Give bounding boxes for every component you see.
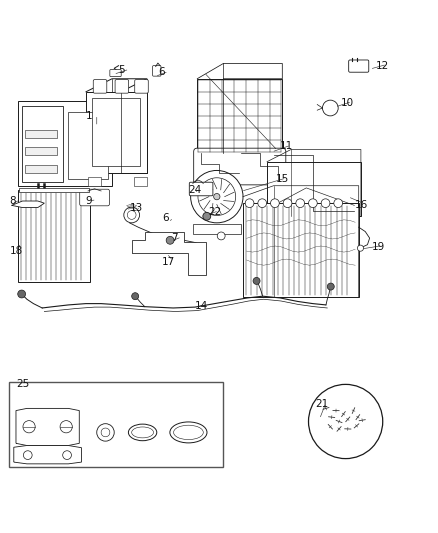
Text: 18: 18 xyxy=(10,246,23,256)
FancyBboxPatch shape xyxy=(152,66,161,76)
PathPatch shape xyxy=(16,408,79,446)
Bar xyxy=(193,224,241,234)
Text: 11: 11 xyxy=(280,141,293,151)
Bar xyxy=(18,101,112,185)
Circle shape xyxy=(258,199,267,207)
Ellipse shape xyxy=(170,422,207,443)
Text: 5: 5 xyxy=(119,65,125,75)
Circle shape xyxy=(308,199,317,207)
Circle shape xyxy=(214,193,220,200)
Bar xyxy=(267,161,361,216)
Circle shape xyxy=(217,232,225,240)
Text: 12: 12 xyxy=(376,61,389,71)
Circle shape xyxy=(271,199,279,207)
Text: 25: 25 xyxy=(16,379,29,390)
Bar xyxy=(25,165,57,173)
Text: 6: 6 xyxy=(158,67,165,77)
Circle shape xyxy=(357,245,364,251)
Text: 21: 21 xyxy=(315,399,328,409)
FancyBboxPatch shape xyxy=(194,148,286,185)
Circle shape xyxy=(283,199,292,207)
Circle shape xyxy=(334,199,343,207)
FancyBboxPatch shape xyxy=(135,79,148,93)
Text: 9: 9 xyxy=(86,196,92,206)
Bar xyxy=(21,106,63,182)
Ellipse shape xyxy=(128,424,157,441)
Bar xyxy=(25,130,57,138)
Text: 8: 8 xyxy=(10,196,16,206)
Circle shape xyxy=(124,207,140,223)
Circle shape xyxy=(127,211,136,220)
Text: 17: 17 xyxy=(162,257,176,267)
Bar xyxy=(134,177,147,185)
FancyBboxPatch shape xyxy=(110,70,121,77)
FancyBboxPatch shape xyxy=(115,79,129,93)
Bar xyxy=(92,99,141,166)
Text: 19: 19 xyxy=(372,242,385,252)
Ellipse shape xyxy=(132,427,153,438)
Text: 14: 14 xyxy=(195,301,208,311)
Text: 10: 10 xyxy=(341,98,354,108)
Circle shape xyxy=(166,236,174,244)
Text: 22: 22 xyxy=(208,207,221,217)
Circle shape xyxy=(191,171,243,223)
Bar xyxy=(25,147,57,155)
FancyBboxPatch shape xyxy=(93,79,107,93)
Text: 1: 1 xyxy=(86,111,92,121)
Text: 16: 16 xyxy=(354,200,367,211)
Circle shape xyxy=(23,451,32,459)
PathPatch shape xyxy=(132,231,206,275)
Bar xyxy=(19,188,89,192)
FancyBboxPatch shape xyxy=(189,182,213,196)
Circle shape xyxy=(60,421,72,433)
Circle shape xyxy=(101,428,110,437)
Circle shape xyxy=(322,100,338,116)
Circle shape xyxy=(253,277,260,285)
Bar xyxy=(68,111,108,179)
Circle shape xyxy=(23,421,35,433)
Circle shape xyxy=(308,384,383,458)
Text: 15: 15 xyxy=(276,174,289,184)
Text: 6: 6 xyxy=(162,214,169,223)
Circle shape xyxy=(321,199,330,207)
Bar xyxy=(10,382,223,467)
Bar xyxy=(88,177,101,185)
Circle shape xyxy=(198,178,236,215)
Circle shape xyxy=(63,451,71,459)
Bar xyxy=(86,92,147,173)
Circle shape xyxy=(296,199,304,207)
FancyBboxPatch shape xyxy=(349,60,369,72)
PathPatch shape xyxy=(12,201,44,207)
Circle shape xyxy=(327,283,334,290)
Circle shape xyxy=(245,199,254,207)
Bar xyxy=(197,79,283,153)
Ellipse shape xyxy=(173,425,203,440)
FancyBboxPatch shape xyxy=(80,189,110,206)
Text: 24: 24 xyxy=(188,185,201,195)
Text: 7: 7 xyxy=(171,233,177,243)
Circle shape xyxy=(132,293,139,300)
Circle shape xyxy=(97,424,114,441)
PathPatch shape xyxy=(14,446,81,464)
Text: 13: 13 xyxy=(130,203,143,213)
Bar xyxy=(18,190,90,282)
Circle shape xyxy=(18,290,25,298)
Bar xyxy=(243,203,359,297)
Circle shape xyxy=(203,212,211,220)
